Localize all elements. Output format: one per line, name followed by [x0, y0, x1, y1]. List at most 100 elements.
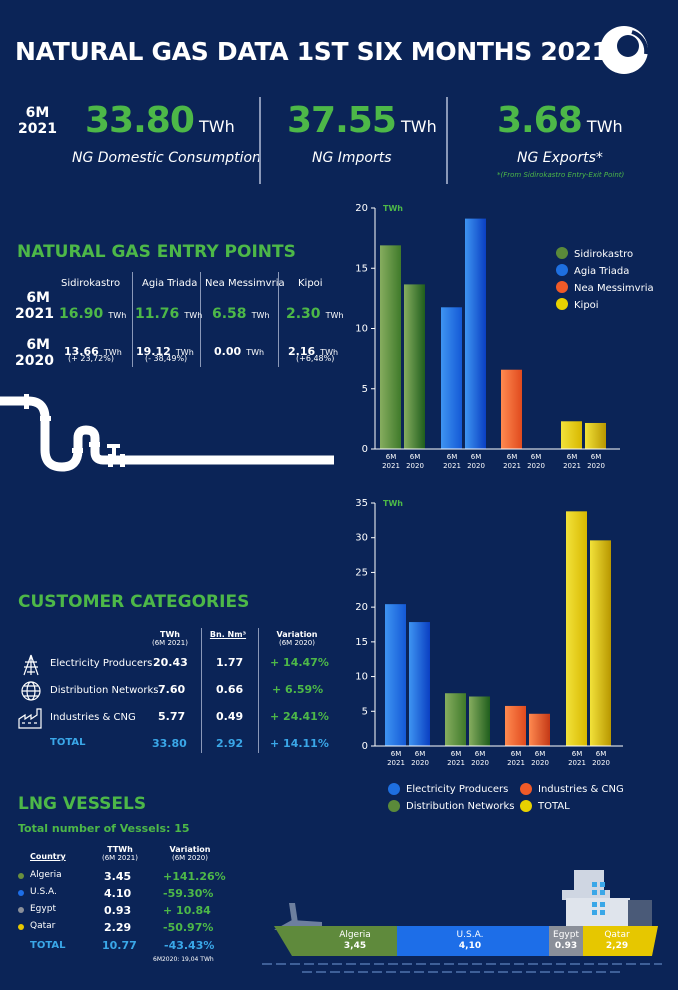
row-electricity-bn: 1.77 [216, 656, 244, 669]
kpi-exports-label: NG Exports* [517, 150, 603, 166]
x-tick-label: 2021 [443, 462, 461, 470]
lng-ttwh: 0.93 [104, 904, 132, 917]
lng-ttwh: 4.10 [104, 887, 132, 900]
x-tick-label: 2021 [447, 759, 465, 767]
col-sidirokastro: Sidirokastro [61, 278, 121, 289]
x-tick-label: 6M [451, 750, 462, 758]
kpi-period: 6M 2021 [18, 105, 57, 137]
legend-industries: Industries & CNG [520, 783, 624, 795]
col-ttwh: TTWh (6M 2021) [102, 845, 138, 862]
x-tick-label: 6M [386, 453, 397, 461]
agia-triada-2020: 19.12 TWh [136, 345, 194, 358]
legend-distribution: Distribution Networks [388, 800, 514, 812]
kpi-consumption: 33.80 TWh [85, 100, 235, 141]
y-tick-label: 20 [355, 602, 368, 613]
col-nea-messimvria: Nea Messimvria [205, 278, 285, 289]
y-tick-label: 20 [355, 203, 368, 214]
legend-dot-icon [520, 800, 532, 812]
factory-icon [18, 708, 42, 729]
x-tick-label: 2021 [503, 462, 521, 470]
divider [201, 628, 202, 753]
divider [278, 272, 279, 367]
kpi-imports: 37.55 TWh [287, 100, 437, 141]
x-tick-label: 6M [471, 453, 482, 461]
x-tick-label: 6M [391, 750, 402, 758]
x-tick-label: 2020 [467, 462, 485, 470]
bar [409, 622, 430, 746]
sidirokastro-2020: 13.66 TWh [64, 345, 122, 358]
x-tick-label: 2020 [592, 759, 610, 767]
x-tick-label: 6M [591, 453, 602, 461]
lng-variation: + 10.84 [163, 904, 211, 917]
x-tick-label: 6M [531, 453, 542, 461]
x-tick-label: 6M [567, 453, 578, 461]
ship-label-algeria: Algeria 3,45 [339, 930, 371, 951]
bar [385, 604, 406, 746]
row-distribution-twh: 7.60 [158, 683, 186, 696]
row-distribution-name: Distribution Networks [50, 685, 159, 696]
lng-country: Egypt [30, 904, 56, 914]
row-electricity-var: + 14.47% [270, 656, 329, 669]
ship-label-usa: U.S.A. 4,10 [456, 930, 484, 951]
divider [200, 272, 201, 367]
bar [501, 369, 522, 449]
entry-points-title: NATURAL GAS ENTRY POINTS [17, 242, 296, 262]
lng-subtitle: Total number of Vessels: 15 [18, 822, 190, 835]
y-tick-label: 0 [362, 444, 368, 455]
legend-dot-icon [556, 281, 568, 293]
ship-label-qatar: Qatar 2,29 [604, 930, 630, 951]
kipoi-variation: (+6,48%) [296, 354, 335, 363]
ship-label-egypt: Egypt 0.93 [553, 930, 579, 951]
lng-country: Algeria [30, 870, 62, 880]
bar [380, 245, 401, 449]
lng-variation: -50.97% [163, 921, 214, 934]
bar [404, 284, 425, 449]
y-tick-label: 25 [355, 567, 368, 578]
row-industries-name: Industries & CNG [50, 712, 136, 723]
row-2020-label: 6M 2020 [15, 337, 54, 369]
col-variation: Variation (6M 2020) [276, 630, 318, 647]
x-tick-label: 2020 [531, 759, 549, 767]
col-country: Country [30, 852, 66, 861]
legend-dot-icon [388, 783, 400, 795]
agia-triada-2021: 11.76 TWh [135, 306, 203, 322]
x-tick-label: 2021 [387, 759, 405, 767]
total-name: TOTAL [50, 737, 86, 748]
x-tick-label: 6M [511, 750, 522, 758]
bar [529, 713, 550, 746]
legend-dot-icon [556, 264, 568, 276]
kpi-exports: 3.68 TWh [497, 100, 623, 141]
nea-messimvria-2021: 6.58 TWh [212, 306, 270, 322]
col-bn: Bn. Nm³ [209, 630, 247, 639]
legend-dot-icon [556, 247, 568, 259]
legend-label: Nea Messimvria [574, 283, 654, 294]
y-tick-label: 35 [355, 498, 368, 509]
x-tick-label: 6M [410, 453, 421, 461]
legend-label: Kipoi [574, 300, 599, 311]
lng-country: U.S.A. [30, 887, 57, 897]
divider [446, 97, 448, 184]
x-tick-label: 2021 [507, 759, 525, 767]
legend-total: TOTAL [520, 800, 570, 812]
bar [465, 218, 486, 449]
electricity-tower-icon [23, 654, 39, 676]
lng-total-var: -43.43% [164, 939, 215, 952]
pipeline-illustration [0, 394, 334, 472]
y-tick-label: 5 [362, 384, 368, 395]
x-tick-label: 6M [596, 750, 607, 758]
y-tick-label: 10 [355, 324, 368, 335]
x-tick-label: 6M [447, 453, 458, 461]
x-tick-label: 6M [535, 750, 546, 758]
lng-title: LNG VESSELS [18, 794, 147, 814]
row-distribution-bn: 0.66 [216, 683, 244, 696]
total-twh: 33.80 [152, 737, 187, 750]
country-dot-icon [18, 890, 24, 896]
y-tick-label: 10 [355, 672, 368, 683]
kpi-consumption-label: NG Domestic Consumption [72, 150, 261, 166]
lng-ship-illustration [262, 870, 662, 973]
x-tick-label: 2021 [563, 462, 581, 470]
kpi-exports-note: *(From Sidirokastro Entry-Exit Point) [497, 171, 625, 179]
lng-variation: -59.30% [163, 887, 214, 900]
